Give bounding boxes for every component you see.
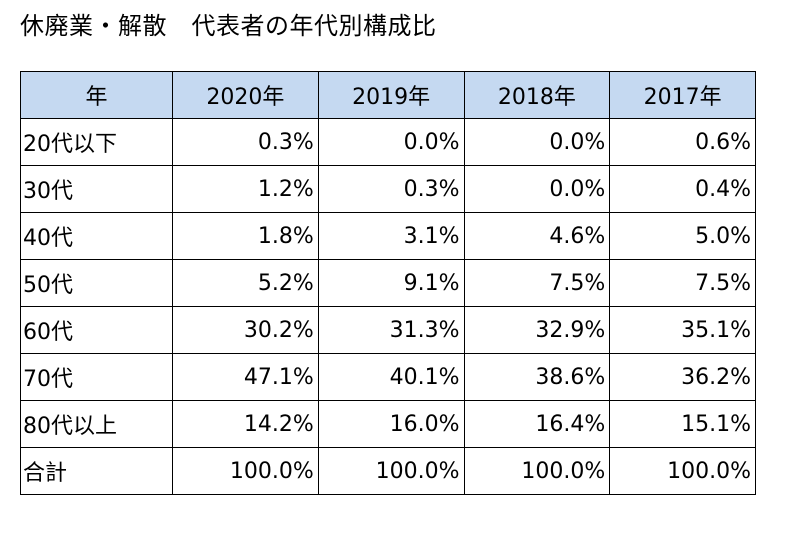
row-label: 60代: [20, 306, 173, 354]
table-cell: 47.1%: [172, 353, 319, 401]
row-label: 合計: [20, 447, 173, 495]
header-year-2020: 2020年: [172, 71, 319, 119]
table-cell: 15.1%: [609, 400, 756, 448]
table-cell: 0.0%: [317, 118, 465, 166]
row-label: 80代以上: [20, 400, 173, 448]
table-row: 20代以下 0.3% 0.0% 0.0% 0.6%: [20, 118, 756, 166]
table-cell: 7.5%: [609, 259, 756, 307]
table-row: 60代 30.2% 31.3% 32.9% 35.1%: [20, 306, 756, 354]
total-row: 合計 100.0% 100.0% 100.0% 100.0%: [20, 447, 756, 495]
table-row: 30代 1.2% 0.3% 0.0% 0.4%: [20, 165, 756, 213]
table-cell: 35.1%: [609, 306, 756, 354]
table-cell: 100.0%: [609, 447, 756, 495]
table-cell: 5.0%: [609, 212, 756, 260]
header-year-2018: 2018年: [463, 71, 611, 119]
table-cell: 16.0%: [317, 400, 465, 448]
row-label: 50代: [20, 259, 173, 307]
table-cell: 0.3%: [172, 118, 319, 166]
page-title: 休廃業・解散 代表者の年代別構成比: [20, 12, 437, 40]
table-cell: 0.6%: [609, 118, 756, 166]
table-cell: 40.1%: [317, 353, 465, 401]
row-label: 40代: [20, 212, 173, 260]
age-composition-table: 年 2020年 2019年 2018年 2017年 20代以下 0.3% 0.0…: [20, 71, 756, 495]
table-cell: 36.2%: [609, 353, 756, 401]
table-cell: 14.2%: [172, 400, 319, 448]
table-cell: 32.9%: [463, 306, 611, 354]
row-label: 20代以下: [20, 118, 173, 166]
header-year-2019: 2019年: [317, 71, 465, 119]
row-label: 70代: [20, 353, 173, 401]
table-cell: 4.6%: [463, 212, 611, 260]
table-row: 80代以上 14.2% 16.0% 16.4% 15.1%: [20, 400, 756, 448]
table-row: 50代 5.2% 9.1% 7.5% 7.5%: [20, 259, 756, 307]
row-label: 30代: [20, 165, 173, 213]
table-cell: 1.2%: [172, 165, 319, 213]
table-cell: 100.0%: [172, 447, 319, 495]
header-year-label: 年: [20, 71, 173, 119]
table-cell: 31.3%: [317, 306, 465, 354]
table-cell: 7.5%: [463, 259, 611, 307]
table-cell: 0.3%: [317, 165, 465, 213]
table-cell: 16.4%: [463, 400, 611, 448]
table-cell: 1.8%: [172, 212, 319, 260]
table-cell: 30.2%: [172, 306, 319, 354]
table-cell: 38.6%: [463, 353, 611, 401]
table-cell: 0.0%: [463, 118, 611, 166]
table-cell: 5.2%: [172, 259, 319, 307]
table-cell: 100.0%: [317, 447, 465, 495]
table-cell: 3.1%: [317, 212, 465, 260]
header-row: 年 2020年 2019年 2018年 2017年: [20, 71, 756, 119]
table-row: 70代 47.1% 40.1% 38.6% 36.2%: [20, 353, 756, 401]
header-year-2017: 2017年: [609, 71, 756, 119]
table-cell: 9.1%: [317, 259, 465, 307]
table-cell: 0.0%: [463, 165, 611, 213]
table-row: 40代 1.8% 3.1% 4.6% 5.0%: [20, 212, 756, 260]
table-cell: 100.0%: [463, 447, 611, 495]
table-cell: 0.4%: [609, 165, 756, 213]
